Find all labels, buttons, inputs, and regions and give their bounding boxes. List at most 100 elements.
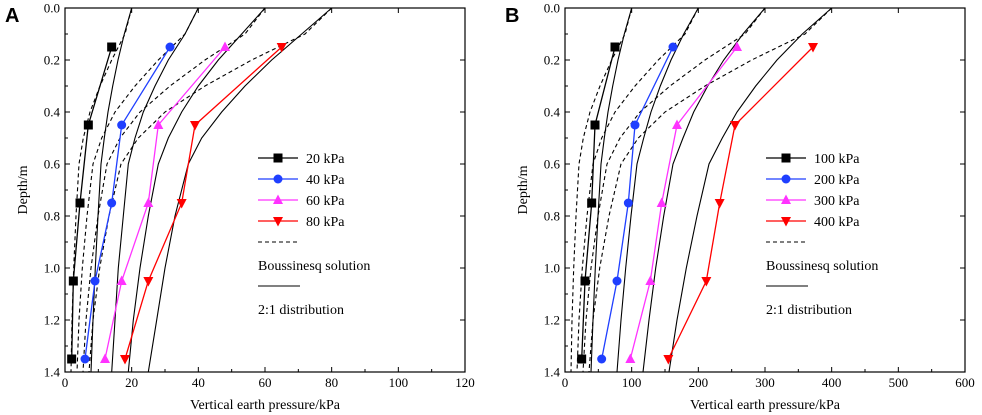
data-point [116,275,127,285]
chart-panel-b: B 0 100 200 300 400 500 600 0.0 0.2 0.4 0.6 0.8 1.0 1.… [505,1,975,414]
y-tick-label: 1.0 [44,261,60,276]
y-tick-label: 0.8 [544,209,560,224]
x-tick-label: 120 [455,375,475,390]
legend-label: 20 kPa [306,152,345,167]
legend-label: 80 kPa [306,215,345,230]
data-point [714,199,725,209]
legend-label-boussinesq: Boussinesq solution [258,259,370,274]
x-tick-label: 100 [622,375,642,390]
data-point [625,353,636,363]
data-point [580,276,590,286]
x-tick-label: 600 [955,375,975,390]
data-point [587,198,597,208]
y-tick-label: 0.2 [544,53,560,68]
y-tick-label: 1.2 [544,313,560,328]
y-tick-label: 0.6 [44,157,61,172]
legend-label: 200 kPa [814,173,860,188]
y-tick-label: 1.0 [544,261,560,276]
data-point [100,353,110,363]
legend-label: 100 kPa [814,152,860,167]
x-tick-label: 0 [62,375,69,390]
legend-marker [273,153,283,163]
legend-label: 60 kPa [306,194,345,209]
legend-marker [273,194,283,204]
x-tick-label: 80 [325,375,338,390]
y-tick-label: 0.4 [544,105,561,120]
data-point [672,119,682,129]
boussinesq-curve [582,7,766,373]
data-point [590,120,600,130]
x-tick-label: 0 [562,375,569,390]
legend: 20 kPa 40 kPa 60 kPa 80 kPa Boussinesq solut… [258,152,370,318]
y-tick-label: 0.0 [44,1,60,16]
data-point [90,276,100,286]
boussinesq-curve [588,7,833,373]
x-tick-label: 40 [192,375,205,390]
data-point [83,120,93,130]
data-point [165,42,175,52]
data-point [276,43,287,53]
y-axis-title: Depth/m [16,165,31,214]
legend-label: 40 kPa [306,173,345,188]
distribution-curve [616,7,699,373]
legend-label-distribution: 2:1 distribution [766,303,852,318]
data-point [75,198,85,208]
y-tick-label: 0.6 [544,157,561,172]
y-tick-label: 0.0 [544,1,560,16]
x-tick-label: 20 [125,375,138,390]
distribution-curve [668,7,833,373]
boussinesq-curve [70,7,133,373]
data-point [630,120,640,130]
data-point [701,277,712,287]
legend-marker [781,194,791,204]
data-point [220,41,230,51]
x-tick-label: 300 [755,375,775,390]
boussinesq-curve [576,7,699,373]
x-tick-label: 500 [889,375,909,390]
legend-label: 400 kPa [814,215,860,230]
x-axis-title: Vertical earth pressure/kPa [690,398,841,413]
legend-label: 300 kPa [814,194,860,209]
boussinesq-curve [88,7,333,373]
legend-marker [273,174,283,184]
data-point [623,198,633,208]
y-tick-label: 1.4 [44,365,61,380]
y-tick-label: 0.2 [44,53,60,68]
x-tick-label: 60 [259,375,272,390]
y-axis-title: Depth/m [516,165,531,214]
panel-letter: A [5,5,19,27]
x-tick-label: 400 [822,375,842,390]
data-point [645,275,656,285]
data-point [597,354,607,364]
x-tick-label: 100 [389,375,409,390]
legend-marker [781,217,791,227]
panel-letter: B [505,5,519,27]
data-point [80,354,90,364]
x-axis-title: Vertical earth pressure/kPa [190,398,341,413]
data-point [190,121,200,131]
chart-panel-a: A 0 20 40 60 80 100 120 0.0 0.2 0.4 0.6 0.8 1.0 1.2 1.4… [5,1,475,414]
data-point [67,354,77,364]
data-point [153,119,164,129]
series-line [104,46,226,360]
boussinesq-curve [570,7,633,373]
y-tick-label: 0.4 [44,105,61,120]
y-tick-label: 0.8 [44,209,60,224]
legend-label-boussinesq: Boussinesq solution [766,259,878,274]
data-point [656,197,667,207]
y-tick-label: 1.2 [44,313,60,328]
distribution-curve [111,7,199,373]
legend: 100 kPa 200 kPa 300 kPa 400 kPa Boussinesq s… [766,152,878,318]
data-point [143,197,154,207]
boussinesq-curve [76,7,199,373]
y-tick-label: 1.4 [544,365,561,380]
data-point [610,42,620,52]
data-point [176,199,187,209]
data-point [808,43,818,53]
legend-marker [273,217,283,227]
data-point [107,42,117,52]
legend-marker [781,174,791,184]
data-point [730,121,740,131]
data-point [143,277,154,287]
